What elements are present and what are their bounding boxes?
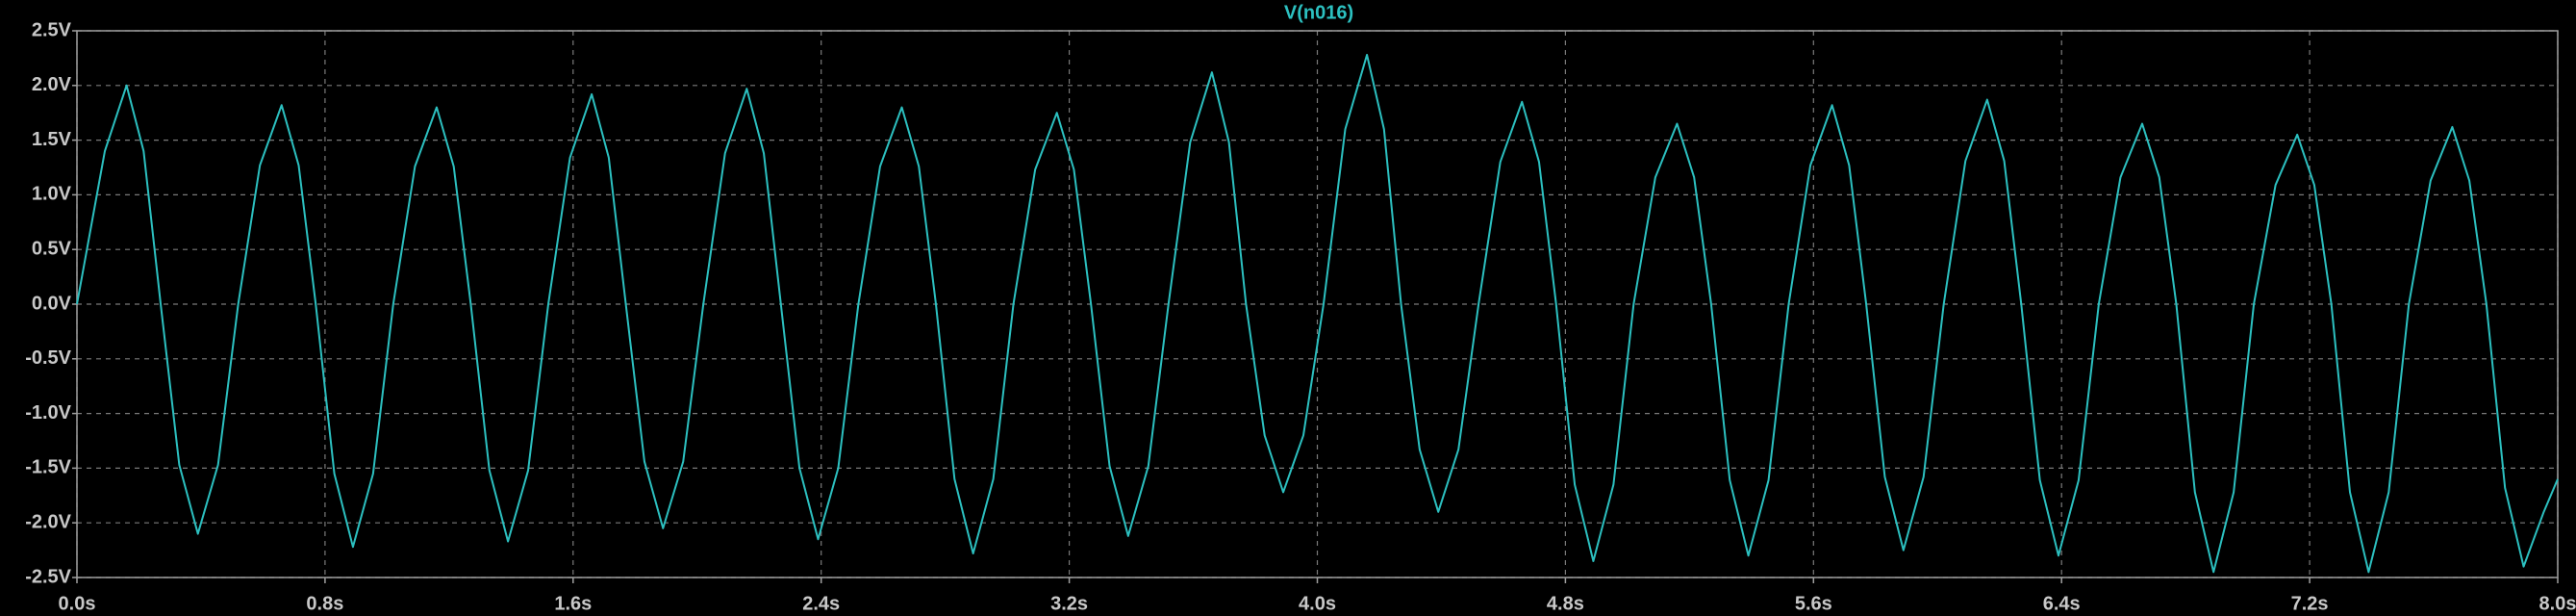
x-tick-label: 6.4s	[2043, 593, 2081, 614]
trace-label: V(n016)	[1284, 2, 1353, 23]
trace	[76, 53, 2559, 574]
y-tick-label: 2.5V	[32, 19, 72, 40]
y-tick-label: 0.0V	[32, 293, 72, 314]
x-tick-label: 7.2s	[2291, 593, 2329, 614]
x-tick-label: 0.8s	[306, 593, 343, 614]
x-tick-label: 8.0s	[2539, 593, 2576, 614]
y-tick-label: 2.0V	[32, 74, 72, 95]
x-tick-label: 3.2s	[1050, 593, 1088, 614]
x-tick-label: 4.8s	[1547, 593, 1584, 614]
y-tick-label: -0.5V	[25, 347, 71, 369]
x-tick-label: 0.0s	[59, 593, 96, 614]
x-tick-label: 1.6s	[554, 593, 592, 614]
y-tick-label: 1.0V	[32, 184, 72, 205]
y-tick-label: 1.5V	[32, 129, 72, 150]
x-tick-label: 5.6s	[1795, 593, 1832, 614]
y-tick-label: -1.0V	[25, 402, 71, 424]
y-tick-label: -2.5V	[25, 566, 71, 587]
x-tick-label: 4.0s	[1299, 593, 1336, 614]
y-tick-label: -1.5V	[25, 457, 71, 478]
x-tick-label: 2.4s	[802, 593, 840, 614]
y-tick-label: -2.0V	[25, 511, 71, 532]
y-tick-label: 0.5V	[32, 238, 72, 259]
